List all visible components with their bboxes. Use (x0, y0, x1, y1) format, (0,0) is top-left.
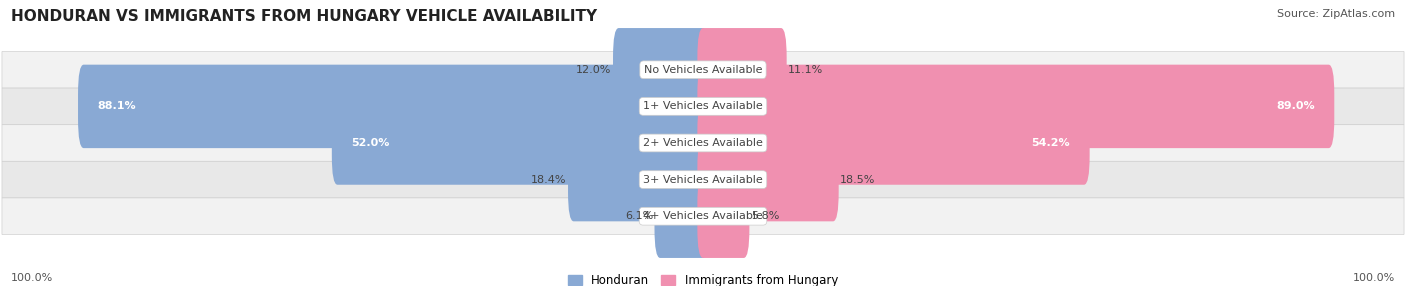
Text: No Vehicles Available: No Vehicles Available (644, 65, 762, 75)
Text: 88.1%: 88.1% (98, 102, 136, 111)
Text: 18.5%: 18.5% (841, 175, 876, 184)
FancyBboxPatch shape (697, 101, 1090, 185)
Text: 4+ Vehicles Available: 4+ Vehicles Available (643, 211, 763, 221)
Text: 11.1%: 11.1% (787, 65, 824, 75)
FancyBboxPatch shape (79, 65, 709, 148)
FancyBboxPatch shape (1, 161, 1405, 198)
Text: 54.2%: 54.2% (1032, 138, 1070, 148)
Text: 3+ Vehicles Available: 3+ Vehicles Available (643, 175, 763, 184)
FancyBboxPatch shape (1, 88, 1405, 125)
Text: 6.1%: 6.1% (624, 211, 654, 221)
FancyBboxPatch shape (655, 174, 709, 258)
FancyBboxPatch shape (697, 138, 839, 221)
Text: 12.0%: 12.0% (576, 65, 612, 75)
FancyBboxPatch shape (697, 28, 787, 112)
Text: 2+ Vehicles Available: 2+ Vehicles Available (643, 138, 763, 148)
Text: 89.0%: 89.0% (1277, 102, 1315, 111)
FancyBboxPatch shape (697, 174, 749, 258)
Text: 100.0%: 100.0% (1353, 273, 1395, 283)
Text: 52.0%: 52.0% (352, 138, 389, 148)
Legend: Honduran, Immigrants from Hungary: Honduran, Immigrants from Hungary (568, 274, 838, 286)
Text: 18.4%: 18.4% (531, 175, 567, 184)
FancyBboxPatch shape (568, 138, 709, 221)
Text: 100.0%: 100.0% (11, 273, 53, 283)
Text: 1+ Vehicles Available: 1+ Vehicles Available (643, 102, 763, 111)
FancyBboxPatch shape (1, 51, 1405, 88)
Text: HONDURAN VS IMMIGRANTS FROM HUNGARY VEHICLE AVAILABILITY: HONDURAN VS IMMIGRANTS FROM HUNGARY VEHI… (11, 9, 598, 23)
Text: 5.8%: 5.8% (751, 211, 779, 221)
FancyBboxPatch shape (1, 125, 1405, 161)
FancyBboxPatch shape (697, 65, 1334, 148)
FancyBboxPatch shape (613, 28, 709, 112)
FancyBboxPatch shape (1, 198, 1405, 235)
Text: Source: ZipAtlas.com: Source: ZipAtlas.com (1277, 9, 1395, 19)
FancyBboxPatch shape (332, 101, 709, 185)
